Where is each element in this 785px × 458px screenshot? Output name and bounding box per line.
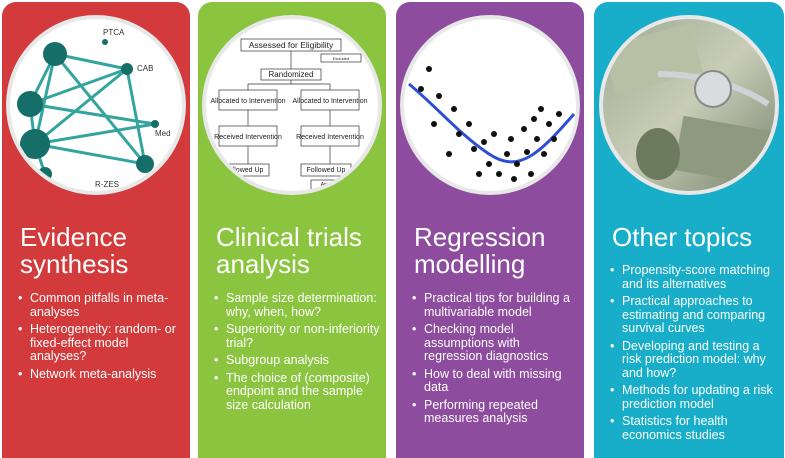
panel: PTCA CAB Med EE R-ZES Evidence synthesis… — [2, 2, 190, 458]
bullet-item: Heterogeneity: random- or fixed-effect m… — [18, 322, 184, 364]
bullet-item: Subgroup analysis — [214, 353, 380, 368]
image-label: CAB — [137, 64, 153, 73]
bullet-item: Methods for updating a risk prediction m… — [610, 383, 778, 411]
image-label: Assessed for Eligibility — [249, 40, 334, 50]
panel: Regression modelling Practical tips for … — [396, 2, 584, 458]
network-image: PTCA CAB Med EE R-ZES — [6, 15, 186, 195]
image-label: Followed Up — [225, 167, 264, 174]
image-label: Received Intervention — [214, 134, 282, 141]
bullet-item: Practical tips for building a multivaria… — [412, 291, 578, 319]
image-label: Randomized — [269, 70, 314, 79]
bullet-item: Performing repeated measures analysis — [412, 398, 578, 426]
panel-title: Clinical trials analysis — [216, 222, 362, 279]
money-image — [599, 15, 779, 195]
bullet-item: Superiority or non-inferiority trial? — [214, 322, 380, 350]
bullet-item: Common pitfalls in meta-analyses — [18, 291, 184, 319]
bullet-list: Common pitfalls in meta-analyses Heteroge… — [18, 291, 184, 385]
bullet-list: Propensity-score matching and its altern… — [610, 263, 778, 446]
bullet-item: Practical approaches to estimating and c… — [610, 294, 778, 336]
image-label: Followed Up — [307, 167, 346, 174]
bullet-item: How to deal with missing data — [412, 367, 578, 395]
image-label: Med — [155, 129, 171, 138]
image-label: Excluded — [333, 56, 349, 61]
panel: Other topics Propensity-score matching a… — [594, 2, 784, 458]
bullet-item: Developing and testing a risk prediction… — [610, 339, 778, 381]
panel: Assessed for Eligibility Excluded Random… — [198, 2, 386, 458]
bullet-item: Propensity-score matching and its altern… — [610, 263, 778, 291]
image-label: Received Intervention — [296, 134, 364, 141]
panel-title: Regression modelling — [414, 222, 546, 279]
flowchart-image: Assessed for Eligibility Excluded Random… — [202, 15, 382, 195]
bullet-item: Statistics for health economics studies — [610, 414, 778, 442]
panel-title: Other topics — [612, 222, 753, 252]
bullet-item: The choice of (composite) endpoint and t… — [214, 371, 380, 413]
bullet-list: Sample size determination: why, when, ho… — [214, 291, 380, 416]
image-label: PTCA — [103, 28, 125, 37]
bullet-list: Practical tips for building a multivaria… — [412, 291, 578, 430]
image-label: Allocated to Intervention — [210, 98, 285, 105]
panel-title: Evidence synthesis — [20, 222, 129, 279]
bullet-item: Network meta-analysis — [18, 367, 184, 382]
image-label: Allocated to Intervention — [292, 98, 367, 105]
scatter-image — [400, 15, 580, 195]
bullet-item: Checking model assumptions with regressi… — [412, 322, 578, 364]
image-label: R-ZES — [95, 180, 119, 189]
bullet-item: Sample size determination: why, when, ho… — [214, 291, 380, 319]
